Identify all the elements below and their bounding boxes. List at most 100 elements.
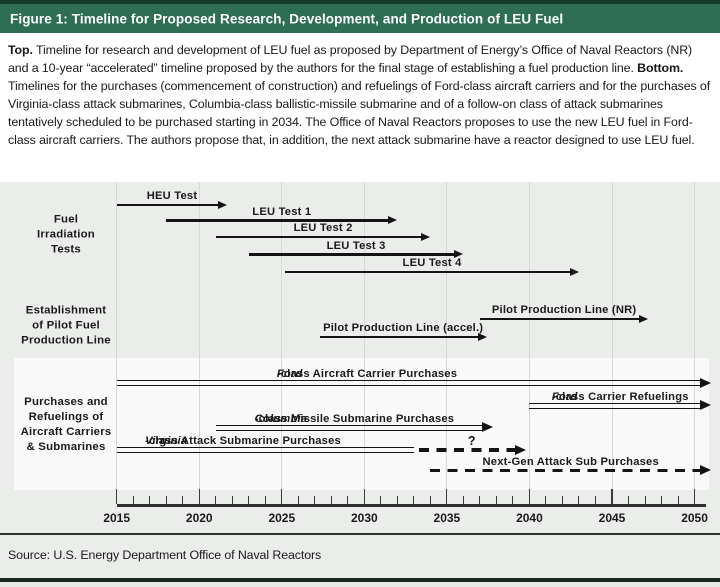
group-label: Purchases and Refuelings of Aircraft Car… (20, 395, 112, 453)
arrowhead (477, 332, 490, 341)
axis-major-tick (611, 489, 613, 504)
arrowhead (482, 422, 496, 432)
timeline-arrow (215, 424, 485, 431)
footer-strip (0, 582, 720, 587)
axis-year-label: 2015 (103, 511, 131, 525)
axis-minor-tick (495, 496, 497, 504)
italic-class-name: Ford (276, 368, 303, 380)
gridline (281, 182, 283, 490)
arrowhead (454, 250, 466, 258)
arrowhead (639, 314, 651, 323)
question-mark-annotation: ? (467, 433, 476, 448)
timeline-arrow (116, 203, 221, 207)
timeline-arrow (285, 270, 572, 274)
caption-top-text: Timeline for research and development of… (8, 43, 693, 75)
bottom-rule (0, 578, 720, 582)
arrowhead (569, 267, 582, 276)
axis-line (116, 504, 707, 507)
axis-major-tick (693, 489, 696, 504)
axis-minor-tick (594, 496, 596, 504)
axis-minor-tick (149, 496, 151, 504)
axis-minor-tick (644, 496, 646, 504)
axis-minor-tick (677, 496, 679, 504)
timeline-row-label: HEU Test (146, 190, 198, 202)
figure-caption: Top. Timeline for research and developme… (0, 33, 720, 182)
gridline (611, 182, 613, 490)
axis-minor-tick (479, 496, 481, 504)
italic-class-name: Ford (551, 390, 578, 403)
axis-year-label: 2030 (350, 511, 378, 525)
timeline-row-label: LEU Test 2 (293, 222, 353, 234)
axis-year-label: 2050 (681, 511, 708, 525)
caption-top-label: Top. (8, 43, 33, 57)
axis-minor-tick (396, 496, 398, 504)
axis-minor-tick (561, 496, 563, 504)
axis-minor-tick (628, 496, 629, 504)
timeline-arrow (319, 335, 480, 339)
timeline-row-label: Ford -class Carrier Refuelings (551, 390, 689, 403)
timeline-arrow (116, 380, 703, 386)
timeline-row-label: LEU Test 3 (326, 239, 386, 252)
gridline (198, 182, 200, 490)
timeline-row-label: LEU Test 1 (252, 205, 312, 218)
timeline-arrow-extension (418, 448, 518, 452)
axis-minor-tick (578, 496, 580, 504)
axis-year-label: 2025 (268, 511, 296, 525)
timeline-arrow (166, 219, 391, 222)
arrowhead (421, 232, 433, 241)
timeline-arrow (479, 317, 642, 321)
axis-year-label: 2020 (185, 511, 213, 525)
arrowhead (700, 400, 714, 410)
axis-major-tick (198, 489, 200, 504)
timeline-arrow (215, 235, 424, 239)
axis-minor-tick (215, 496, 217, 504)
italic-class-name: Virginia (145, 435, 188, 447)
timeline-arrow (116, 447, 414, 453)
axis-year-label: 2040 (516, 511, 543, 525)
axis-minor-tick (347, 496, 349, 504)
axis-minor-tick (462, 496, 464, 504)
axis-year-label: 2035 (433, 511, 461, 525)
timeline-row-label: LEU Test 4 (402, 257, 462, 269)
axis-minor-tick (264, 496, 266, 504)
source-strip: Source: U.S. Energy Department Office of… (0, 533, 720, 578)
axis-major-tick (528, 489, 531, 504)
axis-minor-tick (429, 496, 431, 504)
arrowhead (218, 200, 230, 209)
axis-minor-tick (231, 496, 233, 504)
axis-minor-tick (132, 496, 134, 504)
caption-bottom-label: Bottom. (637, 61, 684, 75)
axis-minor-tick (413, 496, 415, 504)
figure-header-bar: Figure 1: Timeline for Proposed Research… (0, 0, 720, 33)
axis-minor-tick (512, 496, 514, 504)
arrowhead (388, 216, 400, 224)
axis-minor-tick (297, 496, 299, 504)
axis-minor-tick (314, 496, 316, 504)
axis-minor-tick (545, 496, 547, 504)
figure-title: Figure 1: Timeline for Proposed Research… (10, 11, 564, 26)
timeline-row-label: Columbia -class Missile Submarine Purchas… (254, 412, 455, 425)
axis-minor-tick (182, 496, 184, 504)
timeline-row-label: Pilot Production Line (accel.) (323, 322, 484, 334)
axis-year-label: 2045 (598, 511, 626, 525)
axis-minor-tick (661, 496, 663, 504)
axis-minor-tick (165, 496, 167, 504)
timeline-row-label: Ford -class Aircraft Carrier Purchases (276, 368, 458, 380)
timeline-chart: Fuel Irradiation Tests HEU Test LEU Test 1… (0, 182, 720, 533)
timeline-row-label: Virginia -class Attack Submarine Purchase… (145, 435, 341, 447)
source-text: Source: U.S. Energy Department Office of… (8, 548, 322, 562)
gridline (694, 182, 696, 490)
timeline-row-label: Pilot Production Line (NR) (491, 304, 637, 316)
axis-minor-tick (380, 496, 382, 504)
timeline-arrow (529, 402, 703, 409)
arrowhead (700, 465, 714, 475)
axis-major-tick (363, 489, 365, 504)
caption-bottom-text: Timelines for the purchases (commencemen… (8, 79, 711, 147)
axis-major-tick (281, 489, 283, 504)
gridline (528, 182, 530, 490)
axis-minor-tick (330, 496, 332, 504)
italic-class-name: Columbia (254, 412, 308, 425)
arrowhead (700, 377, 714, 388)
axis-minor-tick (248, 496, 250, 504)
